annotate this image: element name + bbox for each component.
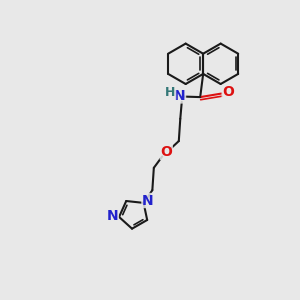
Text: H: H	[165, 86, 176, 99]
Text: O: O	[222, 85, 234, 99]
Text: O: O	[160, 146, 172, 159]
Text: N: N	[107, 209, 118, 223]
Text: N: N	[174, 89, 185, 103]
Text: N: N	[142, 194, 154, 208]
